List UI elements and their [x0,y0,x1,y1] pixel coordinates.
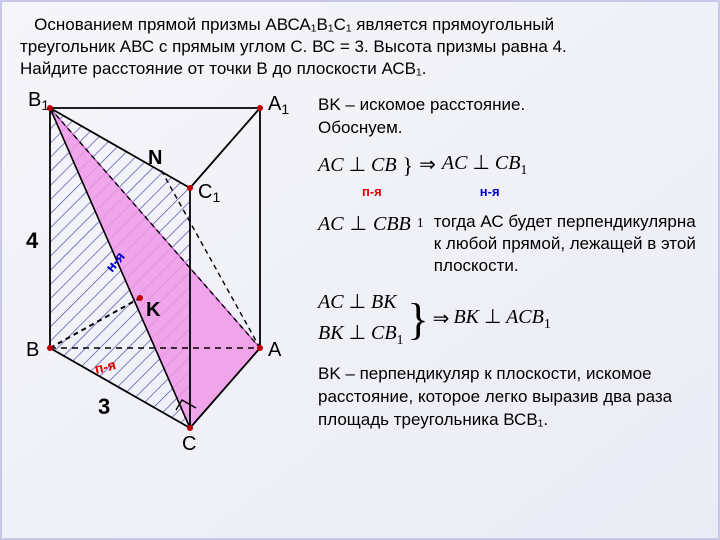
brace-derivation: AC ⊥ BK BK ⊥ CB1 } ⇒ BK ⊥ ACB1 [318,289,700,351]
derivation-labels: п-я н-я [362,183,700,201]
intro-1: BK – искомое расстояние. [318,95,525,114]
svg-text:B1: B1 [28,89,49,113]
label-bc: 3 [98,394,110,419]
n-label: н-я [480,183,500,201]
svg-text:N: N [148,147,162,169]
prism-figure: B1 A1 C1 B A C N K 4 3 н-я п-я [20,88,310,468]
solution-text: BK – искомое расстояние. Обоснуем. AC ⊥ … [310,88,700,468]
problem-line3: Найдите расстояние от точки В до плоскос… [20,59,426,78]
svg-text:B: B [26,339,39,361]
svg-text:C: C [182,433,196,455]
svg-text:A: A [268,339,282,361]
svg-text:K: K [146,299,161,321]
problem-line1: Основанием прямой призмы АВСА₁В₁С₁ являе… [34,15,554,34]
intro-2: Обоснуем. [318,118,402,137]
problem-line2: треугольник АВС с прямым углом С. ВС = 3… [20,37,567,56]
p-label: п-я [362,183,382,201]
svg-text:A1: A1 [268,93,289,117]
then-block: AC ⊥ CBB1 тогда АС будет перпендикулярна… [318,211,700,277]
diagram: B1 A1 C1 B A C N K 4 3 н-я п-я [20,88,310,468]
label-height: 4 [26,228,39,253]
problem-statement: Основанием прямой призмы АВСА₁В₁С₁ являе… [20,14,700,80]
svg-text:C1: C1 [198,181,220,205]
then-text: тогда АС будет перпендикулярна к любой п… [434,211,700,277]
conclusion: BK – перпендикуляр к плоскости, искомое … [318,363,700,432]
derivation-1: AC ⊥ CB } ⇒ AC ⊥ CB1 [318,150,700,181]
